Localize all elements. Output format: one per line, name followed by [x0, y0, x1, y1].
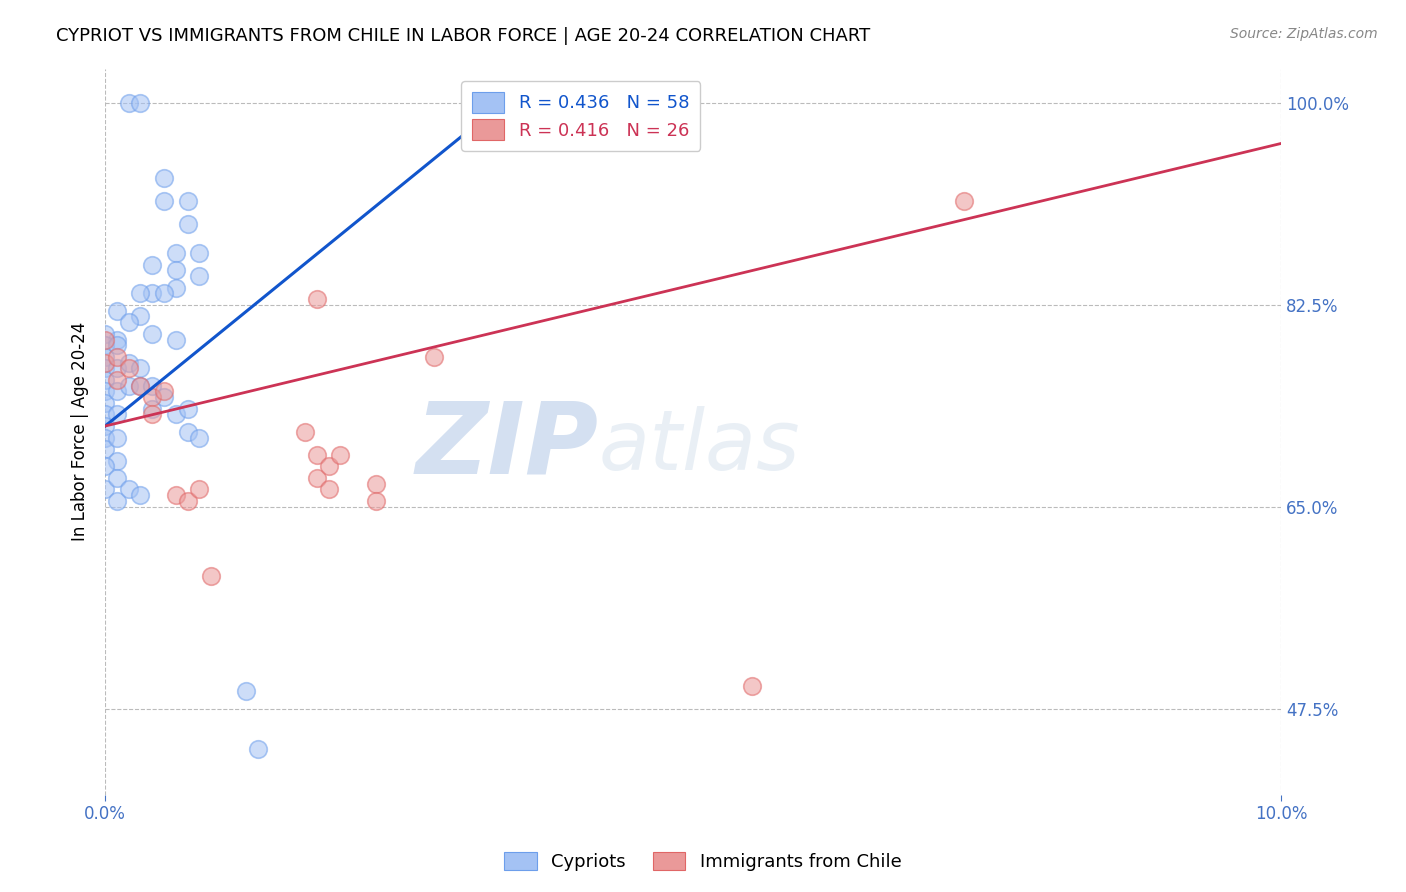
Text: CYPRIOT VS IMMIGRANTS FROM CHILE IN LABOR FORCE | AGE 20-24 CORRELATION CHART: CYPRIOT VS IMMIGRANTS FROM CHILE IN LABO… — [56, 27, 870, 45]
Point — [153, 171, 176, 186]
Point — [141, 326, 163, 341]
Point — [364, 476, 387, 491]
Point — [176, 217, 198, 231]
Point — [165, 488, 187, 502]
Legend: R = 0.436   N = 58, R = 0.416   N = 26: R = 0.436 N = 58, R = 0.416 N = 26 — [461, 81, 700, 151]
Point — [118, 378, 141, 392]
Point — [118, 355, 141, 369]
Point — [94, 326, 117, 341]
Point — [94, 350, 117, 364]
Point — [364, 494, 387, 508]
Point — [94, 459, 117, 474]
Point — [105, 453, 128, 467]
Point — [141, 286, 163, 301]
Point — [118, 361, 141, 376]
Point — [176, 401, 198, 416]
Point — [129, 378, 152, 392]
Point — [141, 378, 163, 392]
Point — [153, 194, 176, 208]
Point — [176, 494, 198, 508]
Point — [153, 286, 176, 301]
Point — [105, 333, 128, 347]
Point — [153, 384, 176, 399]
Point — [129, 310, 152, 324]
Point — [141, 408, 163, 422]
Point — [176, 194, 198, 208]
Point — [118, 315, 141, 329]
Point — [94, 373, 117, 387]
Point — [105, 303, 128, 318]
Point — [506, 96, 529, 111]
Point — [129, 361, 152, 376]
Point — [153, 390, 176, 404]
Text: atlas: atlas — [599, 406, 800, 487]
Point — [247, 742, 270, 756]
Point — [305, 292, 328, 306]
Point — [105, 361, 128, 376]
Point — [129, 378, 152, 392]
Point — [188, 246, 211, 260]
Point — [105, 384, 128, 399]
Point — [294, 425, 316, 439]
Point — [952, 194, 974, 208]
Point — [305, 448, 328, 462]
Point — [129, 286, 152, 301]
Point — [105, 338, 128, 352]
Point — [235, 684, 257, 698]
Point — [94, 419, 117, 434]
Point — [105, 431, 128, 445]
Legend: Cypriots, Immigrants from Chile: Cypriots, Immigrants from Chile — [498, 845, 908, 879]
Point — [94, 355, 117, 369]
Point — [305, 471, 328, 485]
Point — [141, 258, 163, 272]
Point — [741, 679, 763, 693]
Point — [165, 280, 187, 294]
Point — [141, 401, 163, 416]
Point — [329, 448, 352, 462]
Point — [318, 459, 340, 474]
Point — [94, 333, 117, 347]
Point — [94, 361, 117, 376]
Point — [141, 390, 163, 404]
Point — [188, 483, 211, 497]
Point — [165, 246, 187, 260]
Point — [94, 431, 117, 445]
Text: Source: ZipAtlas.com: Source: ZipAtlas.com — [1230, 27, 1378, 41]
Point — [94, 408, 117, 422]
Point — [105, 408, 128, 422]
Point — [105, 350, 128, 364]
Point — [423, 350, 446, 364]
Point — [105, 471, 128, 485]
Point — [94, 483, 117, 497]
Point — [165, 408, 187, 422]
Point — [94, 396, 117, 410]
Point — [94, 338, 117, 352]
Y-axis label: In Labor Force | Age 20-24: In Labor Force | Age 20-24 — [72, 322, 89, 541]
Point — [200, 569, 222, 583]
Point — [318, 483, 340, 497]
Point — [129, 96, 152, 111]
Point — [94, 442, 117, 456]
Point — [188, 269, 211, 284]
Text: ZIP: ZIP — [416, 398, 599, 495]
Point — [176, 425, 198, 439]
Point — [118, 96, 141, 111]
Point — [165, 333, 187, 347]
Point — [118, 483, 141, 497]
Point — [188, 431, 211, 445]
Point — [129, 488, 152, 502]
Point — [165, 263, 187, 277]
Point — [94, 384, 117, 399]
Point — [105, 373, 128, 387]
Point — [105, 494, 128, 508]
